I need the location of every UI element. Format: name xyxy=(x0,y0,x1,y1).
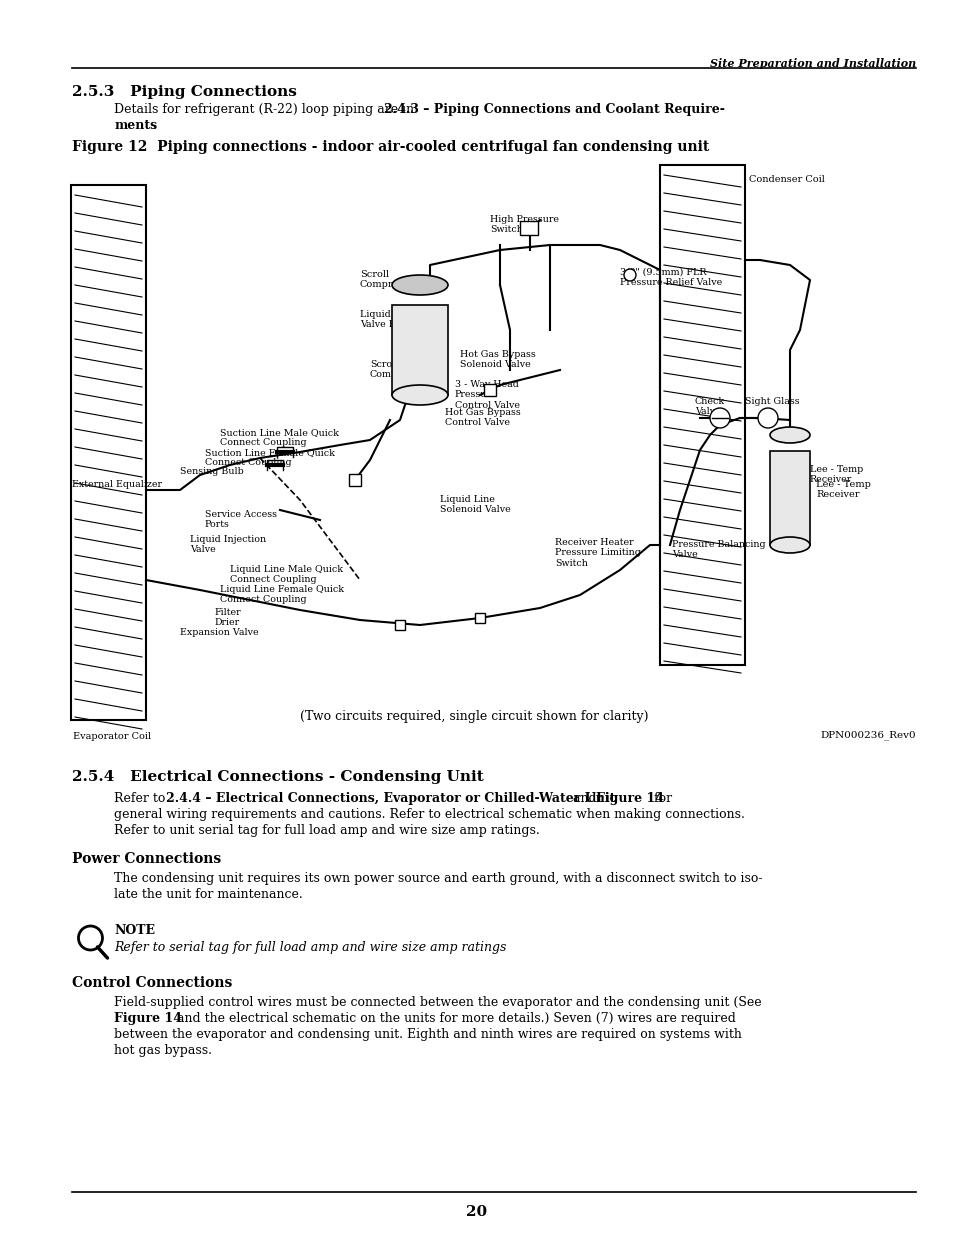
Text: Control Connections: Control Connections xyxy=(71,976,232,990)
Text: Suction Line Male Quick
Connect Coupling: Suction Line Male Quick Connect Coupling xyxy=(220,429,338,447)
Bar xyxy=(769,451,809,545)
Text: Figure 12  Piping connections - indoor air-cooled centrifugal fan condensing uni: Figure 12 Piping connections - indoor ai… xyxy=(71,140,708,154)
Text: Refer to: Refer to xyxy=(114,792,170,805)
Circle shape xyxy=(623,269,636,282)
Text: Suction Line Female Quick
Connect Coupling: Suction Line Female Quick Connect Coupli… xyxy=(205,448,335,467)
Text: 3 - Way Head
Pressure
Control Valve: 3 - Way Head Pressure Control Valve xyxy=(455,380,519,410)
Text: DPN000236_Rev0: DPN000236_Rev0 xyxy=(820,730,915,740)
Text: Liquid Injection
Valve Bulb: Liquid Injection Valve Bulb xyxy=(359,310,436,330)
Text: Refer to serial tag for full load amp and wire size amp ratings: Refer to serial tag for full load amp an… xyxy=(114,941,506,953)
Text: 2.5.4   Electrical Connections - Condensing Unit: 2.5.4 Electrical Connections - Condensin… xyxy=(71,769,483,784)
Circle shape xyxy=(78,926,102,950)
Text: 20: 20 xyxy=(466,1205,487,1219)
Text: Filter
Drier: Filter Drier xyxy=(214,608,241,627)
Text: 3/8" (9.5mm) FLR
Pressure Relief Valve: 3/8" (9.5mm) FLR Pressure Relief Valve xyxy=(619,268,721,288)
Text: Lee - Temp
Receiver: Lee - Temp Receiver xyxy=(815,480,870,499)
Text: Check
Valve: Check Valve xyxy=(695,396,724,416)
Bar xyxy=(659,165,744,664)
Text: Sensing Bulb: Sensing Bulb xyxy=(180,467,244,475)
Text: general wiring requirements and cautions. Refer to electrical schematic when mak: general wiring requirements and cautions… xyxy=(114,808,744,821)
Text: Hot Gas Bypass
Control Valve: Hot Gas Bypass Control Valve xyxy=(444,408,520,427)
Text: and: and xyxy=(569,792,600,805)
Text: Condenser Coil: Condenser Coil xyxy=(748,175,824,184)
Ellipse shape xyxy=(392,385,448,405)
Ellipse shape xyxy=(769,537,809,553)
Text: Evaporator Coil: Evaporator Coil xyxy=(73,732,151,741)
Text: Lee - Temp
Receiver: Lee - Temp Receiver xyxy=(809,466,862,484)
Text: Service Access
Ports: Service Access Ports xyxy=(205,510,276,530)
Text: Liquid Line Female Quick
Connect Coupling: Liquid Line Female Quick Connect Couplin… xyxy=(220,585,344,604)
Text: Refer to unit serial tag for full load amp and wire size amp ratings.: Refer to unit serial tag for full load a… xyxy=(114,824,539,837)
Text: Power Connections: Power Connections xyxy=(71,852,220,866)
Text: Expansion Valve: Expansion Valve xyxy=(180,629,258,637)
Text: hot gas bypass.: hot gas bypass. xyxy=(114,1044,213,1057)
Text: Figure 14: Figure 14 xyxy=(596,792,664,805)
Text: External Equalizer: External Equalizer xyxy=(71,480,161,489)
Text: for: for xyxy=(650,792,672,805)
Text: between the evaporator and condensing unit. Eighth and ninth wires are required : between the evaporator and condensing un… xyxy=(114,1028,741,1041)
Bar xyxy=(392,305,448,395)
Text: and the electrical schematic on the units for more details.) Seven (7) wires are: and the electrical schematic on the unit… xyxy=(173,1011,736,1025)
Text: Site Preparation and Installation: Site Preparation and Installation xyxy=(709,58,915,69)
Text: High Pressure
Switch: High Pressure Switch xyxy=(490,215,558,235)
Ellipse shape xyxy=(769,427,809,443)
Circle shape xyxy=(709,408,729,429)
Text: Liquid Line Male Quick
Connect Coupling: Liquid Line Male Quick Connect Coupling xyxy=(230,564,343,584)
Bar xyxy=(71,185,146,720)
Text: The condensing unit requires its own power source and earth ground, with a disco: The condensing unit requires its own pow… xyxy=(114,872,762,885)
Circle shape xyxy=(758,408,778,429)
Text: 2.4.4 – Electrical Connections, Evaporator or Chilled-Water Unit: 2.4.4 – Electrical Connections, Evaporat… xyxy=(167,792,616,805)
Text: Pressure Balancing
Valve: Pressure Balancing Valve xyxy=(671,540,765,559)
Text: 2.4.3 – Piping Connections and Coolant Require-: 2.4.3 – Piping Connections and Coolant R… xyxy=(384,103,724,116)
Text: (Two circuits required, single circuit shown for clarity): (Two circuits required, single circuit s… xyxy=(299,710,648,722)
Text: late the unit for maintenance.: late the unit for maintenance. xyxy=(114,888,303,902)
Text: Field-supplied control wires must be connected between the evaporator and the co: Field-supplied control wires must be con… xyxy=(114,995,761,1009)
Ellipse shape xyxy=(392,275,448,295)
Text: Figure 14: Figure 14 xyxy=(114,1011,182,1025)
Text: Sight Glass: Sight Glass xyxy=(744,396,799,406)
Text: Scroll
Compressor: Scroll Compressor xyxy=(359,270,419,289)
Bar xyxy=(519,221,537,235)
Text: Hot Gas Bypass
Solenoid Valve: Hot Gas Bypass Solenoid Valve xyxy=(459,350,536,369)
Text: Receiver Heater
Pressure Limiting
Switch: Receiver Heater Pressure Limiting Switch xyxy=(555,538,640,568)
Text: Scroll
Compressor: Scroll Compressor xyxy=(370,359,428,379)
Text: NOTE: NOTE xyxy=(114,924,155,937)
Text: ments: ments xyxy=(114,119,157,132)
Text: Liquid Line
Solenoid Valve: Liquid Line Solenoid Valve xyxy=(439,495,510,515)
Text: 2.5.3   Piping Connections: 2.5.3 Piping Connections xyxy=(71,85,296,99)
Text: Liquid Injection
Valve: Liquid Injection Valve xyxy=(190,535,266,555)
Text: Details for refrigerant (R-22) loop piping are in: Details for refrigerant (R-22) loop pipi… xyxy=(114,103,418,116)
Text: .: . xyxy=(152,119,156,132)
